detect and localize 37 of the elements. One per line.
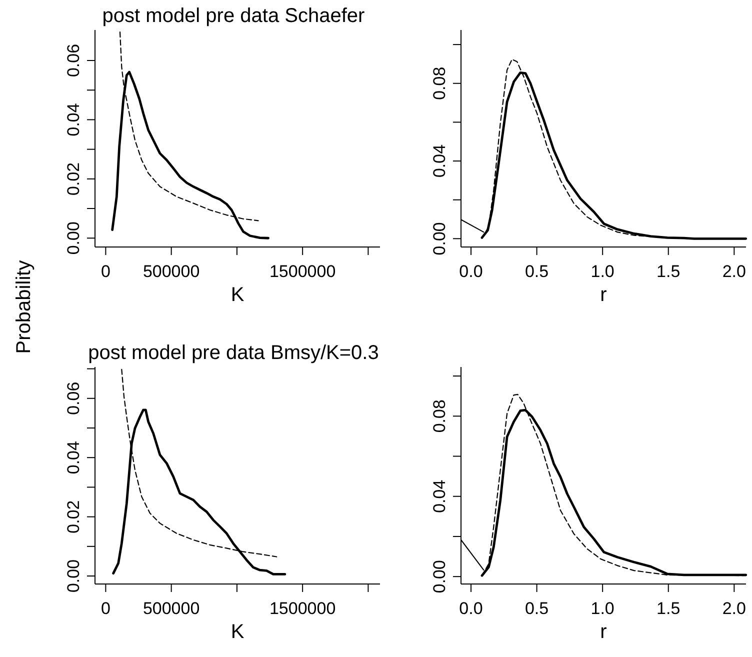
x-tick-label: 1.0 [590,599,614,618]
x-tick-label: 500000 [142,599,200,618]
y-tick-label: 0.00 [64,559,83,593]
x-tick-label: 0 [100,599,110,618]
y-tick-label: 0.08 [430,400,449,433]
x-axis-title: r [600,621,608,643]
y-tick-label: 0.06 [64,382,83,415]
chart-title: post model pre data Bmsy/K=0.3 [88,342,379,364]
y-axis-title: Probability [13,260,35,354]
chart-title: post model pre data Schaefer [102,5,366,27]
x-tick-label: 2.0 [722,599,746,618]
y-tick-label: 0.00 [430,222,449,256]
x-tick-label: 1.5 [656,599,680,618]
x-tick-label: 2.0 [722,262,746,281]
y-tick-label: 0.08 [430,66,449,100]
y-tick-label: 0.00 [430,560,449,594]
y-tick-label: 0.00 [64,222,83,255]
x-tick-label: 1.0 [590,262,614,281]
x-tick-label: 1.5 [656,262,680,281]
y-tick-label: 0.02 [64,162,83,196]
x-tick-label: 1500000 [269,262,336,281]
y-tick-label: 0.04 [64,103,83,136]
x-tick-label: 0.5 [524,262,549,281]
x-tick-label: 500000 [142,262,200,281]
y-tick-label: 0.04 [430,480,449,513]
y-tick-label: 0.04 [64,441,83,474]
x-tick-label: 0.5 [524,599,549,618]
x-tick-label: 1500000 [269,599,336,618]
x-axis-title: K [230,284,245,306]
x-axis-title: r [600,284,608,306]
x-tick-label: 0 [100,262,110,281]
y-tick-label: 0.02 [64,500,83,534]
x-tick-label: 0.0 [459,262,483,281]
x-axis-title: K [230,621,245,643]
x-tick-label: 0.0 [459,599,483,618]
y-tick-label: 0.06 [64,44,83,78]
y-tick-label: 0.04 [430,144,449,178]
